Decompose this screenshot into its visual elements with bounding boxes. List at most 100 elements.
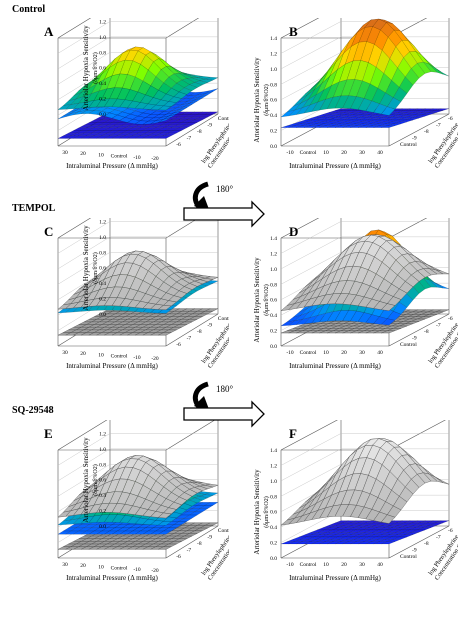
z-axis-title: Arteriolar Hypoxia Sensitivity: [82, 437, 90, 523]
surface-facet: [411, 63, 426, 79]
surface-facet: [158, 135, 172, 139]
x-tick-label: -20: [151, 356, 159, 362]
box-edge: [388, 205, 450, 239]
section-control: Control: [12, 4, 46, 15]
surface-2: [57, 250, 219, 310]
surface-facet: [189, 97, 203, 104]
surface-facet: [381, 330, 396, 334]
section-sq29548: SQ-29548: [12, 405, 54, 416]
y-tick-label: -7: [187, 547, 192, 553]
z-tick-label: 0.6: [270, 510, 277, 516]
x-tick-label: -10: [133, 567, 141, 573]
surface-2: [280, 234, 450, 312]
z-tick-label: 0.2: [99, 297, 106, 303]
grid-line: [280, 252, 342, 285]
z-tick-label: 0.4: [99, 81, 106, 87]
x-axis-title: Intraluminal Pressure (Δ mmHg): [66, 574, 158, 582]
y-tick-label: -8: [197, 129, 202, 135]
x-tick-label: Control: [300, 562, 317, 568]
z-tick-label: 0.8: [270, 82, 277, 88]
z-axis-unit: (δμm/δ%O2): [263, 284, 270, 316]
z-tick-label: 0.8: [99, 250, 106, 256]
x-tick-label: -20: [151, 568, 159, 574]
z-tick-label: 1.0: [99, 35, 106, 41]
y-tick-label: -6: [176, 554, 181, 560]
box-edge: [165, 113, 219, 147]
z-tick-label: 1.2: [270, 251, 277, 257]
y-tick-label: Control: [218, 116, 229, 122]
z-tick-label: 0.2: [270, 329, 277, 335]
x-tick-label: Control: [300, 350, 317, 356]
box-edge: [388, 525, 450, 559]
box-edge: [165, 5, 219, 39]
y-tick-label: Control: [218, 528, 229, 534]
x-tick-label: 20: [80, 351, 86, 357]
grid-line: [57, 236, 111, 270]
x-tick-label: 10: [323, 562, 329, 568]
z-tick-label: 1.2: [99, 431, 106, 437]
x-axis-title: Intraluminal Pressure (Δ mmHg): [289, 162, 381, 170]
chart-f: 0.0 0.2 0.4 0.6 0.8 1.0 1.2 1.4 Arteriolar Hypox…: [253, 417, 458, 582]
x-tick-label: Control: [300, 150, 317, 156]
surface-2: [57, 46, 219, 111]
surface-facet: [393, 302, 408, 315]
z-axis-title: Arteriolar Hypoxia Sensitivity: [253, 469, 261, 555]
surface-facet: [178, 503, 193, 511]
panel-label-b: B: [289, 24, 298, 39]
z-tick-label: 0.2: [99, 509, 106, 515]
surface-facet: [163, 516, 177, 522]
x-tick-label: -10: [133, 355, 141, 361]
y-tick-label: -8: [197, 541, 202, 547]
z-tick-label: 0.2: [99, 97, 106, 103]
surface-facet: [381, 125, 396, 128]
z-tick-label: 0.2: [270, 129, 277, 135]
z-tick-label: 1.2: [270, 51, 277, 57]
z-tick-label: 1.4: [99, 420, 106, 422]
x-tick-label: 40: [377, 150, 383, 156]
z-tick-label: 0.0: [99, 524, 106, 530]
z-tick-label: 0.0: [270, 344, 277, 350]
surface-0: [57, 308, 219, 336]
x-tick-label: 30: [359, 350, 365, 356]
z-tick-label: 1.2: [99, 19, 106, 25]
surface-facet: [157, 530, 172, 535]
z-tick-label: 1.2: [270, 463, 277, 469]
x-tick-label: -10: [286, 150, 294, 156]
surface-facet: [163, 101, 177, 107]
surface-facet: [157, 305, 172, 310]
box-edge: [280, 417, 342, 451]
y-tick-label: Control: [400, 554, 417, 560]
panel-e: 0.0 0.2 0.4 0.6 0.8 1.0 1.2 1.4 Arteriolar Hypox…: [0, 416, 240, 610]
x-tick-label: 20: [80, 563, 86, 569]
grid-line: [280, 433, 342, 466]
x-tick-label: 40: [377, 350, 383, 356]
y-tick-label: -8: [424, 329, 429, 335]
section-tempol: TEMPOL: [12, 203, 56, 214]
z-tick-label: 1.4: [270, 236, 277, 242]
panel-d: 0.0 0.2 0.4 0.6 0.8 1.0 1.2 1.4 Arteriolar Hypox…: [229, 205, 458, 398]
x-tick-label: Control: [111, 566, 128, 572]
chart-d: 0.0 0.2 0.4 0.6 0.8 1.0 1.2 1.4 Arteriolar Hypox…: [253, 205, 458, 370]
surface-facet: [157, 309, 172, 314]
x-tick-label: -10: [133, 155, 141, 161]
panel-label-c: C: [44, 224, 53, 239]
y-tick-label: -7: [187, 135, 192, 141]
x-tick-label: 10: [98, 564, 104, 570]
surface-facet: [178, 104, 193, 110]
y-tick-label: -7: [436, 123, 441, 129]
z-tick-label: 0.6: [270, 298, 277, 304]
box-edge: [388, 113, 450, 147]
grid-line: [57, 252, 111, 285]
x-tick-label: 10: [323, 350, 329, 356]
surface-facet: [387, 97, 402, 110]
x-tick-label: 10: [98, 152, 104, 158]
box-edge: [165, 525, 219, 559]
surface-facet: [416, 61, 432, 74]
y-tick-label: -6: [176, 142, 181, 148]
z-tick-label: 1.4: [270, 448, 277, 454]
surface-1: [280, 438, 450, 526]
panel-b: 0.0 0.2 0.4 0.6 0.8 1.0 1.2 1.4 Arteriolar Hypox…: [229, 5, 458, 198]
surface-facet: [157, 521, 172, 526]
